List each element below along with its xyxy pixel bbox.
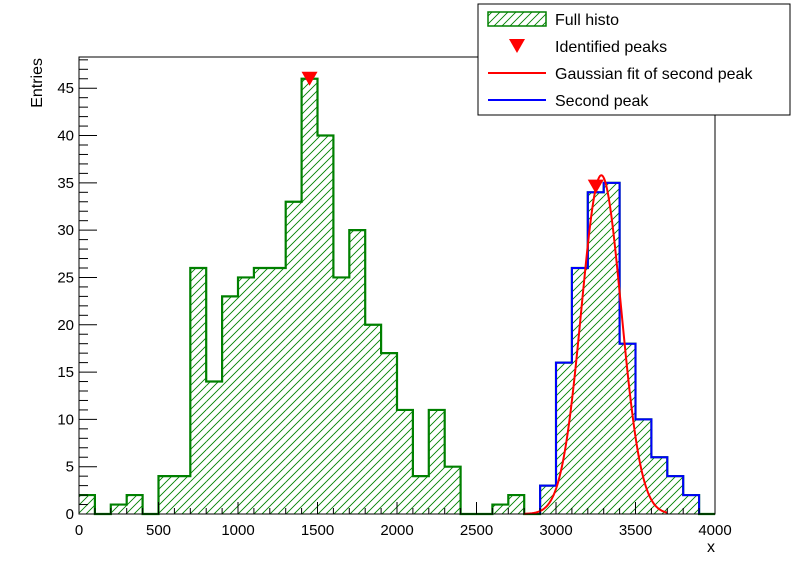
y-tick-label: 15 xyxy=(57,364,74,381)
full-histo-bar xyxy=(349,230,366,515)
full-histo-bar xyxy=(428,409,445,514)
y-tick-label: 30 xyxy=(57,222,74,239)
y-tick-label: 0 xyxy=(66,506,74,523)
x-tick-label: 1000 xyxy=(221,522,254,539)
full-histo-bar xyxy=(556,362,572,514)
y-tick-label: 25 xyxy=(57,269,74,286)
full-histo-bar xyxy=(587,192,604,514)
full-histo-bar xyxy=(365,324,382,514)
x-tick-label: 2500 xyxy=(460,522,493,539)
plot-area xyxy=(79,71,715,516)
full-histo-bar xyxy=(397,409,413,514)
full-histo-bar xyxy=(381,353,397,514)
full-histo-bar xyxy=(508,495,525,514)
full-histo-bar xyxy=(301,78,318,514)
full-histo-bar xyxy=(126,495,143,514)
x-tick-label: 0 xyxy=(75,522,83,539)
full-histo-bar xyxy=(333,277,350,514)
peak-marker xyxy=(301,71,318,86)
peak-marker xyxy=(587,179,604,194)
full-histo-bar xyxy=(667,476,684,514)
full-histo-bar xyxy=(540,485,556,514)
y-tick-label: 10 xyxy=(57,411,74,428)
legend-label: Gaussian fit of second peak xyxy=(555,66,753,83)
x-tick-label: 3500 xyxy=(619,522,652,539)
full-histo-bar xyxy=(285,201,302,514)
full-histo-bar xyxy=(206,381,223,514)
y-axis-label: Entries xyxy=(29,58,46,108)
full-histo-bar xyxy=(317,135,334,514)
y-tick-label: 5 xyxy=(66,459,74,476)
full-histo-bar xyxy=(492,504,509,514)
full-histo-bar xyxy=(651,457,668,514)
y-tick-label: 20 xyxy=(57,317,74,334)
x-tick-label: 500 xyxy=(146,522,171,539)
full-histo-bar xyxy=(619,343,636,514)
full-histo-bar xyxy=(412,476,429,514)
full-histo-bar xyxy=(603,182,620,514)
full-histo-bar xyxy=(253,267,270,514)
legend-swatch-marker xyxy=(509,39,525,53)
full-histo-bar xyxy=(269,267,286,514)
full-histo-bar xyxy=(444,466,461,514)
full-histo-bar xyxy=(683,495,700,514)
x-tick-label: 1500 xyxy=(301,522,334,539)
y-tick-label: 45 xyxy=(57,80,74,97)
full-histo-bar xyxy=(158,476,175,514)
full-histo-bar xyxy=(571,267,588,514)
x-axis-label: x xyxy=(707,539,715,556)
second-peak-outline xyxy=(539,181,701,514)
legend: Full histo Identified peaks Gaussian fit o… xyxy=(477,3,791,116)
full-histo-bar xyxy=(174,476,191,514)
x-tick-label: 2000 xyxy=(380,522,413,539)
x-tick-label: 4000 xyxy=(698,522,731,539)
legend-label: Full histo xyxy=(555,12,619,29)
legend-label: Identified peaks xyxy=(555,39,667,56)
full-histo-bar xyxy=(238,277,254,514)
y-tick-label: 35 xyxy=(57,175,74,192)
legend-label: Second peak xyxy=(555,93,649,110)
full-histo-bar xyxy=(190,267,207,514)
full-histo-bar xyxy=(222,296,238,514)
legend-swatch-hatched xyxy=(487,11,547,27)
y-tick-label: 40 xyxy=(57,128,74,145)
x-tick-label: 3000 xyxy=(539,522,572,539)
full-histo-bar xyxy=(635,419,652,514)
full-histo-bar xyxy=(110,504,127,514)
axes: 0 500 1000 1500 2000 2500 3000 3500 4000 0 5 10 15 20… xyxy=(57,56,732,539)
